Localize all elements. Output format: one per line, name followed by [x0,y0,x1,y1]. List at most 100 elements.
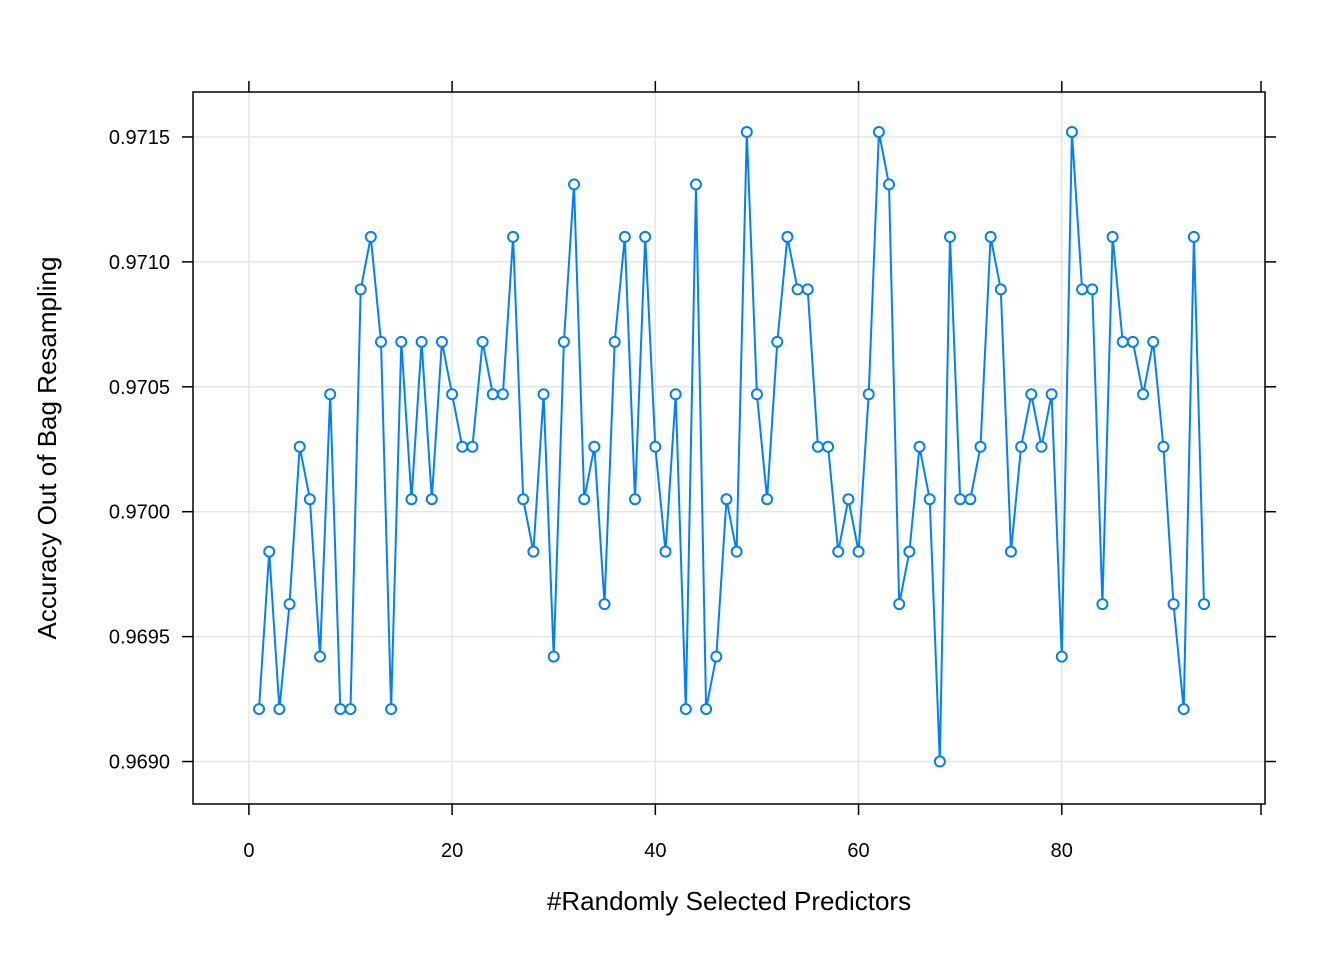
y-axis-title: Accuracy Out of Bag Resampling [32,257,62,640]
data-point [385,703,398,716]
data-point [334,703,347,716]
y-tick-label: 0.9710 [109,252,170,274]
data-point [730,545,743,558]
data-point [852,545,865,558]
data-point [893,598,906,611]
data-point [395,335,408,348]
data-point [1167,598,1180,611]
x-tick-label: 60 [847,840,869,862]
grid-lines [193,92,1265,804]
data-point [761,493,774,506]
data-point [273,703,286,716]
data-point [435,335,448,348]
data-point [557,335,570,348]
data-point [476,335,489,348]
data-point [872,125,885,138]
data-point [659,545,672,558]
data-point [527,545,540,558]
data-point [669,388,682,401]
x-tick-label: 0 [243,840,254,862]
series-line [258,131,1205,763]
data-point [374,335,387,348]
data-point [1076,283,1089,296]
data-point [842,493,855,506]
data-point [720,493,733,506]
data-point [629,493,642,506]
data-point [466,440,479,453]
data-point [263,545,276,558]
data-point [974,440,987,453]
data-point [1126,335,1139,348]
data-point [933,755,946,768]
data-point [1198,598,1211,611]
data-point [1035,440,1048,453]
data-point [984,230,997,243]
data-point [507,230,520,243]
data-point [588,440,601,453]
data-point [425,493,438,506]
y-tick-label: 0.9715 [109,127,170,149]
y-tick-label: 0.9705 [109,377,170,399]
data-point [1137,388,1150,401]
data-point [771,335,784,348]
data-point [618,230,631,243]
x-tick-label: 20 [441,840,463,862]
data-point [923,493,936,506]
data-point [1045,388,1058,401]
data-point [1096,598,1109,611]
data-point [954,493,967,506]
data-point [324,388,337,401]
data-point [883,178,896,191]
data-point [832,545,845,558]
data-point [913,440,926,453]
data-point [456,440,469,453]
data-point [253,703,266,716]
data-point [700,703,713,716]
data-point [415,335,428,348]
data-point [344,703,357,716]
data-point [1065,125,1078,138]
data-point [608,335,621,348]
data-point [791,283,804,296]
data-point [1055,650,1068,663]
data-point [303,493,316,506]
data-point [1157,440,1170,453]
data-point [568,178,581,191]
data-point [822,440,835,453]
data-point [639,230,652,243]
data-point [496,388,509,401]
data-point [781,230,794,243]
data-point [710,650,723,663]
data-point [964,493,977,506]
data-point [1187,230,1200,243]
x-tick-label: 80 [1051,840,1073,862]
data-point [1004,545,1017,558]
data-point [649,440,662,453]
x-tick-label: 40 [644,840,666,862]
y-tick-label: 0.9695 [109,627,170,649]
series-line-0 [258,131,1205,763]
data-point [517,493,530,506]
data-point [1086,283,1099,296]
data-point [689,178,702,191]
data-point [405,493,418,506]
y-tick-label: 0.9700 [109,502,170,524]
axes: 0 20 40 60 80 0.9690 0.9695 0.9700 0.9705 0.9710 0… [109,81,1276,862]
data-point [750,388,763,401]
data-point [1177,703,1190,716]
data-point [994,283,1007,296]
x-axis-title: #Randomly Selected Predictors [547,886,911,916]
data-point [314,650,327,663]
data-point [293,440,306,453]
y-tick-label: 0.9690 [109,752,170,774]
plot-frame [192,91,1266,805]
data-point [537,388,550,401]
data-point [862,388,875,401]
data-point [1116,335,1129,348]
data-point [801,283,814,296]
data-point [547,650,560,663]
data-point [1147,335,1160,348]
data-point [354,283,367,296]
data-point [811,440,824,453]
